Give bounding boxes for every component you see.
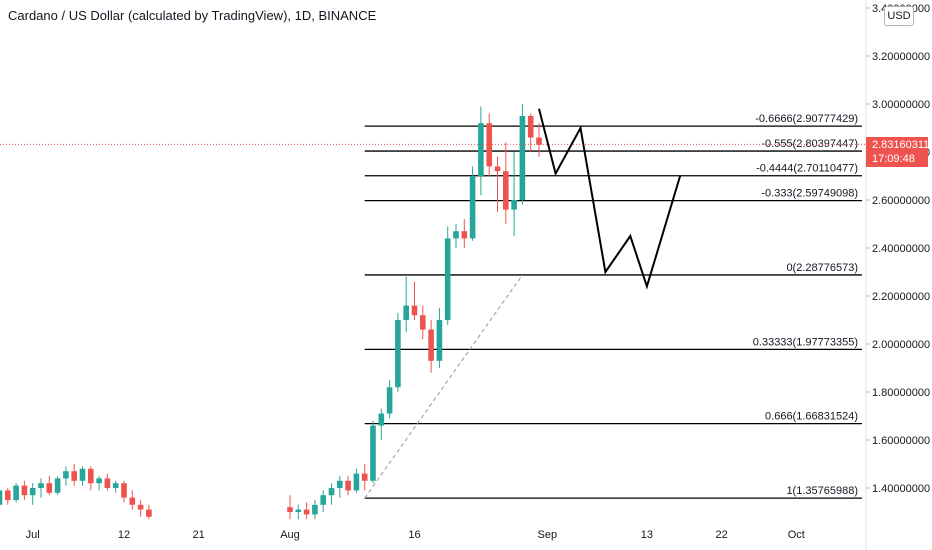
time-axis-labels: Jul 12 21 Aug 16 Sep 13 22 Oct	[26, 529, 805, 541]
candle-body	[527, 116, 534, 138]
candle-body	[54, 478, 61, 493]
last-price-value: 2.83160311	[872, 139, 930, 151]
y-tick-label: 2.40000000	[872, 243, 930, 255]
fib-level-label: -0.6666(2.90777429)	[755, 113, 858, 125]
candle-body	[403, 305, 409, 320]
trend-guide-line	[364, 274, 523, 499]
x-tick-label: Jul	[26, 529, 40, 541]
x-tick-label: 22	[715, 529, 727, 541]
candle-body	[295, 509, 302, 512]
y-tick-label: 2.00000000	[872, 339, 930, 351]
candle-body	[444, 238, 451, 320]
candle-body	[13, 485, 19, 500]
candle-body	[146, 509, 152, 517]
y-tick-label: 2.60000000	[872, 195, 930, 207]
candle-body	[137, 504, 144, 510]
candle-body	[312, 504, 318, 515]
x-tick-label: Sep	[538, 529, 558, 541]
candles	[0, 104, 542, 520]
x-tick-label: 16	[408, 529, 420, 541]
candle-body	[104, 478, 111, 488]
fib-level-label: 0(2.28776573)	[786, 262, 858, 274]
fib-retracement[interactable]: -0.6666(2.90777429) -0.555(2.80397447) -0.…	[364, 113, 862, 499]
candle-body	[395, 320, 401, 388]
candle-body	[96, 478, 102, 484]
candle-body	[287, 507, 293, 512]
last-price-tag: 2.83160311 17:09:48	[866, 137, 930, 167]
trend-guide	[364, 274, 523, 499]
candle-body	[494, 166, 501, 172]
candle-body	[511, 200, 517, 210]
candle-body	[519, 116, 526, 200]
candle-body	[5, 490, 11, 500]
candle-body	[436, 320, 443, 361]
candle-body	[129, 497, 136, 505]
fib-level-label: 1(1.35765988)	[786, 485, 858, 497]
candle-body	[353, 473, 360, 491]
candle-body	[112, 483, 119, 488]
candle-body	[469, 176, 476, 239]
candle-body	[303, 509, 310, 515]
fib-level-label: 0.666(1.66831524)	[765, 411, 858, 423]
candle-body	[461, 231, 468, 239]
projection-path[interactable]	[538, 108, 682, 290]
candle-body	[361, 473, 368, 481]
candle-body	[536, 137, 542, 145]
candle-body	[478, 123, 484, 176]
candle-body	[21, 485, 28, 496]
candle-body	[428, 329, 434, 361]
y-tick-label: 3.00000000	[872, 99, 930, 111]
x-tick-label: Oct	[788, 529, 805, 541]
fib-level-label: 0.33333(1.97773355)	[753, 336, 858, 348]
y-tick-label: 1.60000000	[872, 435, 930, 447]
y-tick-label: 1.80000000	[872, 387, 930, 399]
y-tick-label: 1.40000000	[872, 483, 930, 495]
candle-body	[121, 483, 127, 498]
price-axis-labels: 1.40000000 1.60000000 1.80000000 2.00000000…	[866, 3, 930, 495]
x-tick-label: Aug	[280, 529, 300, 541]
fib-level-label: -0.333(2.59749098)	[761, 188, 858, 200]
candle-body	[453, 231, 459, 239]
currency-button[interactable]: USD	[884, 6, 914, 26]
candle-body	[0, 490, 3, 505]
x-tick-label: 12	[118, 529, 130, 541]
x-tick-label: 21	[193, 529, 205, 541]
x-tick-label: 13	[641, 529, 653, 541]
candle-body	[370, 425, 376, 481]
candle-body	[63, 471, 69, 479]
candle-body	[420, 315, 426, 330]
candle-body	[345, 480, 351, 491]
candle-body	[386, 387, 393, 414]
fib-level-label: -0.4444(2.70110477)	[756, 163, 858, 175]
projection-polyline	[538, 108, 682, 290]
candle-body	[38, 483, 44, 488]
candle-body	[328, 488, 335, 496]
y-tick-label: 2.20000000	[872, 291, 930, 303]
candle-body	[71, 471, 77, 481]
fib-level-label: -0.555(2.80397447)	[761, 138, 858, 150]
y-tick-label: 3.20000000	[872, 51, 930, 63]
chart-title: Cardano / US Dollar (calculated by Tradi…	[8, 8, 377, 23]
countdown-timer: 17:09:48	[872, 153, 915, 165]
candle-body	[46, 483, 53, 493]
candle-body	[88, 468, 94, 484]
candle-body	[29, 488, 36, 496]
candle-body	[411, 305, 418, 316]
candle-body	[378, 413, 385, 426]
candle-body	[337, 480, 343, 488]
candle-body	[79, 468, 86, 481]
candle-body	[503, 171, 509, 210]
candle-body	[320, 495, 326, 505]
